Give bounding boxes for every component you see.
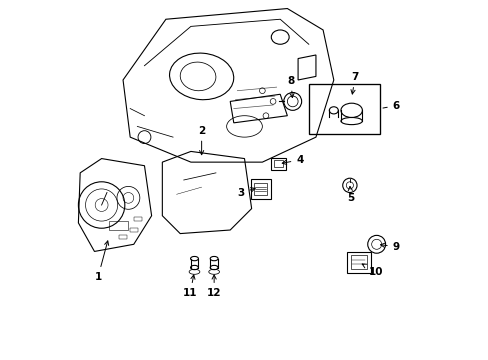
Bar — [308, 84, 380, 134]
Text: 1: 1 — [94, 241, 108, 282]
Text: 9: 9 — [380, 242, 399, 252]
Bar — [274, 160, 282, 167]
Text: 12: 12 — [206, 275, 221, 298]
Bar — [119, 235, 127, 239]
Bar — [346, 252, 370, 273]
Text: 11: 11 — [183, 275, 197, 298]
Text: 10: 10 — [362, 264, 383, 277]
Bar — [254, 183, 266, 195]
Bar — [130, 228, 138, 232]
Text: 2: 2 — [198, 126, 205, 155]
Text: 3: 3 — [237, 188, 255, 198]
Bar — [350, 255, 366, 269]
Text: 4: 4 — [282, 155, 303, 165]
Bar — [134, 217, 142, 221]
Bar — [250, 179, 270, 199]
Text: 7: 7 — [350, 72, 358, 94]
Text: 6: 6 — [382, 100, 399, 111]
Text: 5: 5 — [346, 186, 354, 203]
Text: 8: 8 — [287, 76, 294, 98]
Bar — [271, 158, 285, 170]
Bar — [108, 221, 128, 230]
